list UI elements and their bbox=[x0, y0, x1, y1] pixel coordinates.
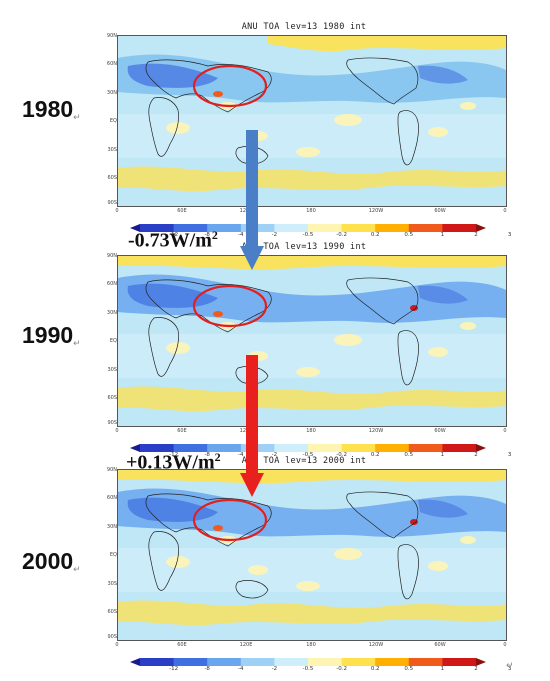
colorbar-tick-label: -4 bbox=[238, 452, 244, 458]
colorbar-tick-label: -0.2 bbox=[336, 232, 347, 238]
colorbar-tick-label: -2 bbox=[271, 666, 278, 672]
map-figure bbox=[117, 469, 507, 641]
colorbar-tick-label: -2 bbox=[271, 452, 278, 458]
down-arrow-red bbox=[240, 355, 264, 497]
lat-tick-label: 90S bbox=[107, 200, 117, 206]
lat-tick-label: 30N bbox=[106, 90, 117, 96]
lat-tick-label: 30S bbox=[107, 367, 117, 373]
colorbar-tick-label: 1 bbox=[440, 452, 445, 458]
lat-tick-label: EQ bbox=[109, 118, 117, 124]
colorbar-tick-label: 3 bbox=[507, 666, 512, 672]
colorbar-tick-label: 2 bbox=[474, 666, 478, 672]
colorbar-tick-label: -2 bbox=[271, 232, 278, 238]
map-panel-1990: ANU TOA lev=13 1990 int 90N 60N 30N EQ 30S 60… bbox=[95, 242, 513, 467]
map-panel-2000: ANU TOA lev=13 2000 int 90N 60N 30N EQ 30S 60… bbox=[95, 456, 513, 681]
year-label-1990: 1990↵ bbox=[22, 322, 81, 348]
colorbar-tick-label: 0.5 bbox=[404, 666, 414, 672]
lat-tick-label: EQ bbox=[109, 552, 117, 558]
panel-title: ANU TOA lev=13 2000 int bbox=[241, 456, 367, 466]
colorbar-tick-label: -12 bbox=[169, 232, 179, 238]
lon-tick-label: 0 bbox=[503, 208, 507, 214]
toa-map bbox=[118, 256, 506, 426]
lon-tick-label: 60E bbox=[177, 428, 187, 434]
lon-tick-label: 60E bbox=[177, 642, 187, 648]
lon-tick-label: 180 bbox=[306, 642, 316, 648]
colorbar-tick-label: -0.2 bbox=[336, 452, 347, 458]
lat-tick-label: 60S bbox=[107, 609, 117, 615]
colorbar-tick-label: -8 bbox=[204, 452, 210, 458]
colorbar-swatches bbox=[130, 658, 486, 666]
colorbar-tick-label: -0.5 bbox=[302, 232, 314, 238]
colorbar-tick-label: 2 bbox=[474, 232, 478, 238]
lat-tick-label: EQ bbox=[109, 338, 117, 344]
lat-tick-label: 30S bbox=[107, 147, 117, 153]
lon-tick-label: 60W bbox=[434, 428, 446, 434]
lon-tick-label: 120E bbox=[239, 642, 253, 648]
lat-tick-label: 30N bbox=[106, 310, 117, 316]
return-mark: ↵ bbox=[506, 661, 514, 671]
lat-tick-label: 90S bbox=[107, 420, 117, 426]
colorbar-tick-label: -12 bbox=[169, 452, 179, 458]
colorbar-tick-label: 1 bbox=[440, 666, 445, 672]
year-label-1980: 1980↵ bbox=[22, 96, 81, 122]
lon-tick-label: 60W bbox=[434, 642, 446, 648]
lat-tick-label: 90N bbox=[106, 253, 117, 259]
colorbar: -12 -8 -4 -2 -0.5 -0.2 0.2 0.5 1 2 3 bbox=[130, 658, 511, 672]
lat-tick-label: 90N bbox=[106, 33, 117, 39]
colorbar-tick-label: -0.5 bbox=[302, 452, 314, 458]
panel-title: ANU TOA lev=13 1980 int bbox=[241, 22, 367, 32]
lon-tick-label: 0 bbox=[115, 428, 119, 434]
lon-tick-label: 60W bbox=[434, 208, 446, 214]
lon-tick-label: 120W bbox=[368, 428, 384, 434]
lat-tick-label: 30N bbox=[106, 524, 117, 530]
colorbar-tick-label: -4 bbox=[238, 666, 244, 672]
lat-tick-label: 60N bbox=[106, 281, 117, 287]
colorbar: -12 -8 -4 -2 -0.5 -0.2 0.2 0.5 1 2 3 bbox=[130, 224, 511, 238]
lat-tick-label: 90N bbox=[106, 467, 117, 473]
colorbar-tick-label: -8 bbox=[204, 666, 210, 672]
lat-tick-label: 30S bbox=[107, 581, 117, 587]
colorbar-tick-label: 3 bbox=[507, 452, 512, 458]
lon-tick-label: 0 bbox=[503, 642, 507, 648]
colorbar-tick-label: 2 bbox=[474, 452, 478, 458]
lon-tick-label: 180 bbox=[306, 208, 316, 214]
lat-tick-label: 60N bbox=[106, 61, 117, 67]
colorbar-tick-label: 0.2 bbox=[370, 452, 380, 458]
toa-map bbox=[118, 36, 506, 206]
colorbar-tick-label: -0.5 bbox=[302, 666, 314, 672]
colorbar-tick-label: -0.2 bbox=[336, 666, 347, 672]
change-label-1990-2000: +0.13W/m2 bbox=[126, 450, 221, 474]
colorbar-tick-label: -12 bbox=[169, 666, 179, 672]
colorbar-tick-label: 0.2 bbox=[370, 666, 380, 672]
lon-tick-label: 120W bbox=[368, 208, 384, 214]
lat-tick-label: 90S bbox=[107, 634, 117, 640]
lat-tick-label: 60N bbox=[106, 495, 117, 501]
colorbar-swatches bbox=[130, 224, 486, 232]
map-figure bbox=[117, 35, 507, 207]
change-label-1980-1990: -0.73W/m2 bbox=[128, 228, 218, 252]
toa-map bbox=[118, 470, 506, 640]
down-arrow-blue bbox=[240, 130, 264, 270]
year-label-2000: 2000↵ bbox=[22, 548, 81, 574]
colorbar-tick-label: -4 bbox=[238, 232, 244, 238]
colorbar-tick-label: 0.5 bbox=[404, 452, 414, 458]
lon-tick-label: 180 bbox=[306, 428, 316, 434]
colorbar-tick-label: 0.2 bbox=[370, 232, 380, 238]
colorbar-tick-label: 0.5 bbox=[404, 232, 414, 238]
lat-tick-label: 60S bbox=[107, 175, 117, 181]
lon-tick-label: 60E bbox=[177, 208, 187, 214]
lon-tick-label: 0 bbox=[115, 208, 119, 214]
colorbar-tick-label: 3 bbox=[507, 232, 512, 238]
map-panel-1980: ANU TOA lev=13 1980 int 90N 60N 30N EQ 30S 60… bbox=[95, 22, 513, 247]
colorbar-tick-label: 1 bbox=[440, 232, 445, 238]
panel-title: ANU TOA lev=13 1990 int bbox=[241, 242, 367, 252]
lon-tick-label: 0 bbox=[115, 642, 119, 648]
map-figure bbox=[117, 255, 507, 427]
lat-tick-label: 60S bbox=[107, 395, 117, 401]
lon-tick-label: 0 bbox=[503, 428, 507, 434]
lon-tick-label: 120W bbox=[368, 642, 384, 648]
colorbar-tick-label: -8 bbox=[204, 232, 210, 238]
